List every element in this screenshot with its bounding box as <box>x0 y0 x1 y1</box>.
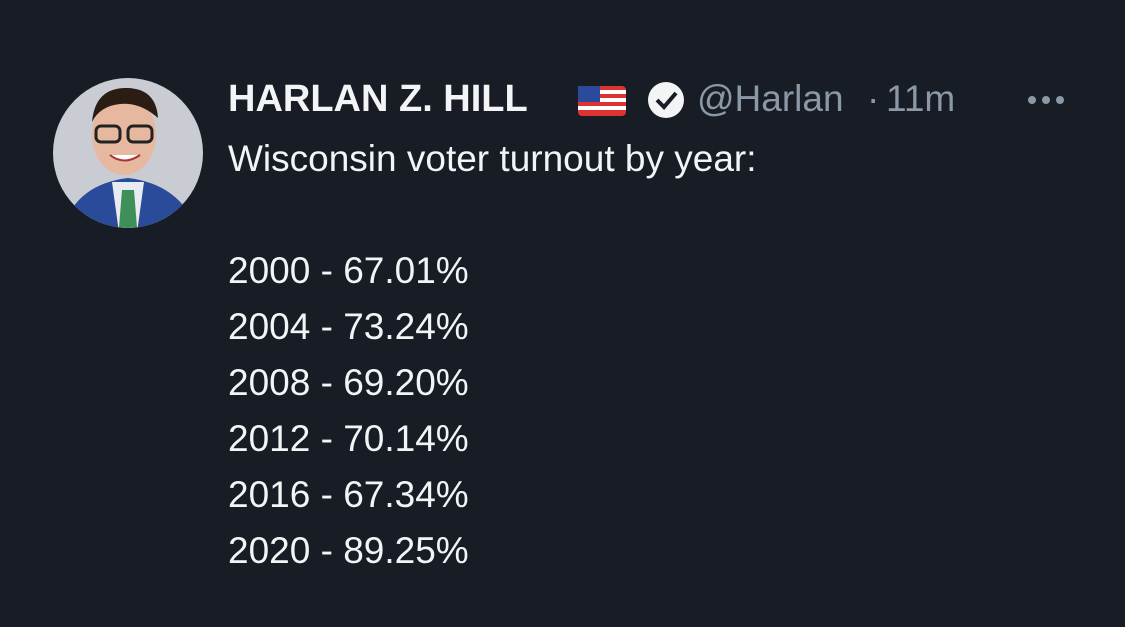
more-menu[interactable] <box>1028 96 1064 104</box>
tweet-line: 2008 - 69.20% <box>228 362 469 403</box>
verified-badge <box>648 82 684 118</box>
tweet-line: 2020 - 89.25% <box>228 530 469 571</box>
tweet-line: 2004 - 73.24% <box>228 306 469 347</box>
separator: · <box>867 78 880 119</box>
author-name[interactable]: HARLAN Z. HILL <box>228 78 528 120</box>
tweet-line: 2012 - 70.14% <box>228 418 469 459</box>
handle[interactable]: @Harlan <box>697 78 844 119</box>
tweet-line: 2000 - 67.01% <box>228 250 469 291</box>
tweet-text: Wisconsin voter turnout by year: <box>228 138 757 179</box>
timestamp[interactable]: 11m <box>886 78 956 119</box>
avatar[interactable] <box>50 75 210 240</box>
flag-emoji <box>578 86 626 116</box>
tweet-line: 2016 - 67.34% <box>228 474 469 515</box>
